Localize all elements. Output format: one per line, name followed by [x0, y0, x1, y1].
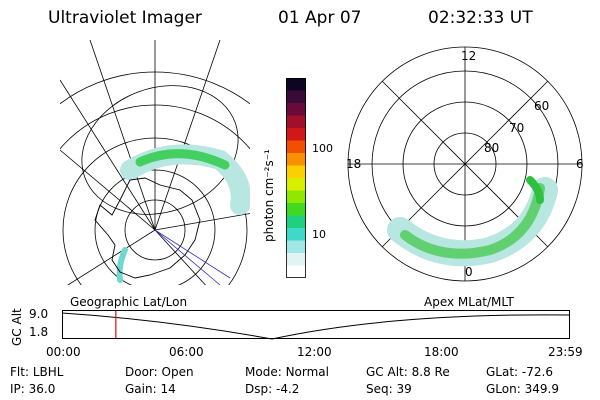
status-glat: GLat: -72.6	[486, 365, 553, 379]
colorbar-segment	[286, 165, 306, 179]
timeline-ytick-9: 9.0	[29, 307, 49, 321]
colorbar-segment	[286, 253, 306, 266]
status-ip: IP: 36.0	[10, 382, 56, 396]
status-dsp: Dsp: -4.2	[245, 382, 300, 396]
geographic-map-panel	[60, 40, 250, 286]
colorbar-segment	[286, 190, 306, 204]
date-label: 01 Apr 07	[278, 8, 362, 28]
mlt-label-18: 18	[346, 157, 361, 171]
colorbar-tick-10: 10	[312, 228, 326, 241]
geographic-panel-label: Geographic Lat/Lon	[70, 295, 188, 309]
status-seq: Seq: 39	[366, 382, 412, 396]
colorbar-segment	[286, 203, 306, 216]
timeline-xtick-3: 18:00	[424, 345, 459, 359]
status-glon: GLon: 349.9	[486, 382, 559, 396]
colorbar-segment	[286, 90, 306, 104]
colorbar-segment	[286, 240, 306, 254]
status-mode: Mode: Normal	[245, 365, 329, 379]
timeline-plot	[62, 310, 570, 340]
status-gain: Gain: 14	[125, 382, 176, 396]
time-label: 02:32:33 UT	[428, 8, 533, 28]
colorbar-segment	[286, 265, 306, 278]
instrument-title: Ultraviolet Imager	[48, 8, 202, 28]
timeline-xtick-0: 00:00	[46, 345, 81, 359]
colorbar-segment	[286, 178, 306, 191]
colorbar-segment	[286, 128, 306, 141]
status-gc-alt: GC Alt: 8.8 Re	[366, 365, 450, 379]
mlt-label-0: 0	[465, 265, 473, 279]
colorbar-segment	[286, 78, 306, 91]
mlat-label-60: 60	[534, 99, 549, 113]
mlat-label-80: 80	[484, 141, 499, 155]
colorbar-segment	[286, 140, 306, 154]
colorbar-ticks: 100 10	[306, 78, 346, 278]
colorbar-tick-100: 100	[312, 142, 333, 155]
colorbar-unit-label: photon cm⁻²s⁻¹	[262, 149, 276, 242]
timeline-xtick-2: 12:00	[297, 345, 332, 359]
colorbar-segment	[286, 153, 306, 166]
mlat-label-70: 70	[509, 121, 524, 135]
colorbar-segment	[286, 228, 306, 241]
status-door: Door: Open	[125, 365, 194, 379]
colorbar-segment	[286, 215, 306, 229]
polar-mlt-panel: 12 18 6 0 60 70 80	[346, 46, 584, 282]
altitude-curve	[62, 312, 570, 340]
colorbar-segment	[286, 103, 306, 116]
colorbar	[286, 78, 306, 278]
mlt-label-12: 12	[461, 49, 476, 63]
mlt-label-6: 6	[576, 157, 584, 171]
timeline-y-axis-label: GC Alt	[10, 308, 24, 346]
colorbar-segment	[286, 115, 306, 129]
apex-panel-label: Apex MLat/MLT	[424, 295, 514, 309]
status-flt: Flt: LBHL	[10, 365, 64, 379]
timeline-xtick-4: 23:59	[548, 345, 583, 359]
timeline-xtick-1: 06:00	[169, 345, 204, 359]
timeline-ytick-1-8: 1.8	[29, 325, 49, 339]
continent-outline	[94, 177, 201, 279]
